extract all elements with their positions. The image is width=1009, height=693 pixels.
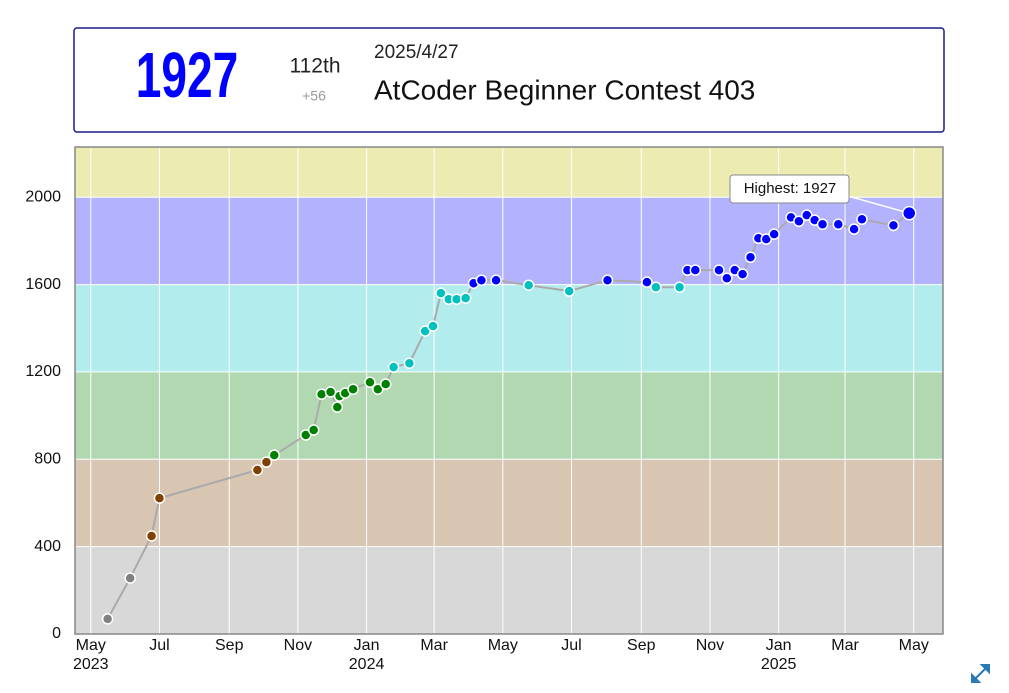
x-tick-label: Mar xyxy=(831,637,859,654)
rating-point xyxy=(145,530,158,542)
rating-point xyxy=(641,276,653,288)
annotation: Highest: 1927 xyxy=(744,180,837,197)
rating-point xyxy=(403,357,416,369)
rating-point xyxy=(522,279,535,291)
rating: 1927 xyxy=(136,40,238,111)
rating-point xyxy=(856,213,868,226)
rating-point xyxy=(673,281,686,293)
rating-point xyxy=(260,456,273,468)
rating-point xyxy=(475,274,488,286)
x-tick-label: May xyxy=(899,637,929,654)
y-tick-label: 0 xyxy=(52,625,61,642)
rating-point xyxy=(300,429,312,441)
rating-point xyxy=(736,268,749,280)
rating-point xyxy=(744,251,757,264)
rating-point xyxy=(650,281,662,293)
rating-point xyxy=(801,209,813,221)
rating-point xyxy=(689,264,702,276)
rating-band xyxy=(75,546,943,634)
y-tick-label: 1200 xyxy=(25,363,61,380)
rating-band xyxy=(75,284,943,372)
rating-point xyxy=(419,325,431,337)
rating-point xyxy=(387,361,400,373)
rating-point xyxy=(372,383,384,395)
rating-point xyxy=(713,264,725,276)
rank: 112th xyxy=(290,55,341,78)
annotation-box xyxy=(729,174,850,204)
rating-point xyxy=(848,223,860,235)
plot-frame xyxy=(74,146,944,635)
x-tick-label: May xyxy=(488,637,518,654)
x-tick-label: Mar xyxy=(420,637,448,654)
x-tick-label: 2024 xyxy=(349,656,385,673)
x-tick-label: Jan xyxy=(766,637,792,654)
rating-point xyxy=(832,218,845,231)
y-tick-label: 2000 xyxy=(25,188,61,205)
rating-point xyxy=(307,424,320,436)
rating-point xyxy=(268,449,281,461)
x-tick-label: Jul xyxy=(149,637,169,654)
status-box xyxy=(73,27,945,133)
contest-name: AtCoder Beginner Contest 403 xyxy=(374,74,755,105)
x-tick-label: May xyxy=(76,637,106,654)
rating-point xyxy=(364,376,376,388)
rating-point xyxy=(153,492,166,504)
rating-point xyxy=(435,287,447,299)
rating-point xyxy=(379,378,392,390)
y-tick-label: 400 xyxy=(34,538,61,555)
rating-point xyxy=(816,218,829,231)
rating-point xyxy=(563,285,575,297)
rating-diff: +56 xyxy=(302,88,326,104)
rating-point xyxy=(124,572,136,584)
rating-point xyxy=(459,292,472,304)
rating-point xyxy=(887,219,900,232)
rating-point xyxy=(347,383,359,395)
rating-point xyxy=(427,320,439,332)
rating-point xyxy=(793,215,805,228)
x-tick-label: Nov xyxy=(284,637,312,654)
rating-point xyxy=(101,613,114,625)
contest-date: 2025/4/27 xyxy=(374,42,459,63)
x-tick-label: Sep xyxy=(627,637,656,654)
expand-icon[interactable] xyxy=(971,664,990,683)
rating-point xyxy=(901,205,917,221)
rating-point xyxy=(601,274,614,286)
annotation-pointer xyxy=(847,195,910,214)
rating-band xyxy=(75,371,943,460)
x-tick-label: 2025 xyxy=(761,656,797,673)
y-tick-label: 1600 xyxy=(25,276,61,293)
rating-point xyxy=(760,233,772,245)
x-tick-label: Jan xyxy=(354,637,380,654)
x-tick-label: 2023 xyxy=(73,656,109,673)
rating-point xyxy=(251,464,264,476)
x-tick-label: Jul xyxy=(561,637,581,654)
rating-point xyxy=(324,386,337,398)
rating-band xyxy=(75,197,943,285)
rating-point xyxy=(490,274,502,286)
y-tick-label: 800 xyxy=(34,451,61,468)
rating-point xyxy=(721,272,733,284)
rating-band xyxy=(75,459,943,547)
x-tick-label: Nov xyxy=(696,637,724,654)
plot: May 2023 Jul Sep Nov Jan 2024 Mar May Jul Sep Nov Ja… xyxy=(25,146,944,673)
rating-point xyxy=(768,228,780,240)
rating-point xyxy=(331,401,344,413)
x-tick-label: Sep xyxy=(215,637,244,654)
